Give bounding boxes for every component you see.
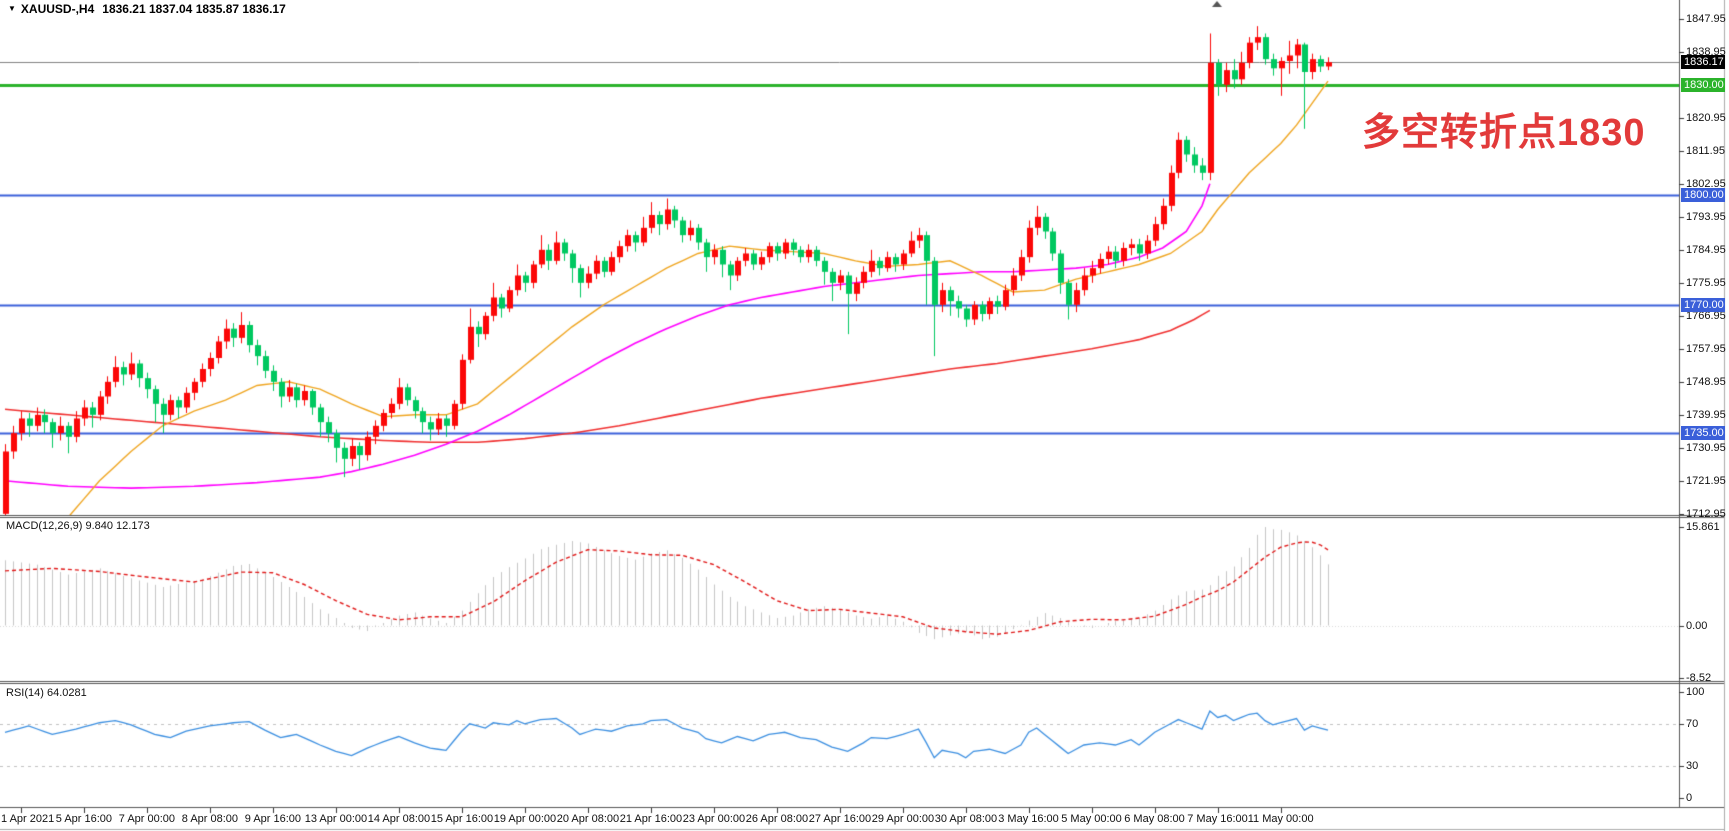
price-axis-tick-label: 1775.95 <box>1686 277 1726 289</box>
time-axis-tick-label: 11 May 00:00 <box>1247 813 1314 825</box>
time-axis-tick-label: 26 Apr 08:00 <box>745 813 809 825</box>
rsi-axis-tick-label: 0 <box>1686 792 1693 804</box>
time-axis-tick-label: 5 Apr 16:00 <box>55 813 113 825</box>
rsi-axis-tick-label: 70 <box>1686 717 1699 730</box>
price-axis-tick-label: 1820.95 <box>1686 112 1726 124</box>
time-axis-tick-label: 5 May 00:00 <box>1061 813 1122 825</box>
macd-axis-tick-label: -8.52 <box>1686 672 1712 685</box>
time-axis-tick-label: 27 Apr 16:00 <box>808 813 872 825</box>
chart-title: ▼ XAUUSD-,H4 1836.21 1837.04 1835.87 1836.… <box>8 2 286 16</box>
time-axis-tick-label: 7 Apr 00:00 <box>118 813 176 825</box>
price-axis-tick-label: 1766.95 <box>1686 310 1726 322</box>
price-axis-tick-label: 1757.95 <box>1686 343 1726 355</box>
time-axis-tick-label: 7 May 16:00 <box>1187 813 1248 825</box>
price-axis-tick-label: 1793.95 <box>1686 211 1726 223</box>
price-axis-tick-label: 1784.95 <box>1686 244 1726 256</box>
price-axis-tick-label: 1802.95 <box>1686 178 1726 190</box>
price-level-box: 1830.00 <box>1681 77 1725 92</box>
rsi-axis-tick-label: 100 <box>1686 686 1705 698</box>
time-axis-tick-label: 20 Apr 08:00 <box>556 813 620 825</box>
ohlc-values: 1836.21 1837.04 1835.87 1836.17 <box>102 2 286 16</box>
time-axis-tick-label: 9 Apr 16:00 <box>244 813 302 825</box>
symbol-timeframe-label: XAUUSD-,H4 <box>20 2 95 16</box>
price-axis-tick-label: 1739.95 <box>1686 409 1726 421</box>
price-level-box: 1770.00 <box>1681 297 1725 312</box>
time-axis-tick-label: 19 Apr 00:00 <box>493 813 557 825</box>
price-level-box: 1836.17 <box>1681 55 1725 70</box>
price-axis-tick-label: 1838.95 <box>1686 46 1726 58</box>
macd-indicator-label: MACD(12,26,9) 9.840 12.173 <box>6 520 150 532</box>
time-axis-tick-label: 29 Apr 00:00 <box>871 813 935 825</box>
price-axis-tick-label: 1748.95 <box>1686 376 1726 388</box>
rsi-indicator-label: RSI(14) 64.0281 <box>6 687 87 699</box>
time-axis-tick-label: 6 May 08:00 <box>1124 813 1185 825</box>
price-axis-tick-label: 1730.95 <box>1686 442 1726 454</box>
macd-axis-tick-label: 15.861 <box>1686 521 1720 533</box>
rsi-axis-tick-label: 30 <box>1686 760 1699 773</box>
chart-dropdown-icon[interactable]: ▼ <box>8 4 16 13</box>
time-axis-tick-label: 21 Apr 16:00 <box>619 813 683 825</box>
price-axis-tick-label: 1847.95 <box>1686 13 1726 25</box>
time-axis-tick-label: 23 Apr 00:00 <box>682 813 746 825</box>
time-axis-tick-label: 30 Apr 08:00 <box>934 813 998 825</box>
macd-axis-tick-label: 0.00 <box>1686 619 1708 632</box>
time-axis-tick-label: 13 Apr 00:00 <box>304 813 368 825</box>
price-axis-tick-label: 1712.95 <box>1686 508 1726 520</box>
time-axis-tick-label: 3 May 16:00 <box>998 813 1059 825</box>
time-axis-tick-label: 14 Apr 08:00 <box>367 813 431 825</box>
time-axis-tick-label: 1 Apr 2021 <box>1 813 55 825</box>
price-axis-tick-label: 1811.95 <box>1686 145 1725 157</box>
price-axis-tick-label: 1721.95 <box>1686 475 1726 487</box>
price-level-box: 1735.00 <box>1681 426 1725 441</box>
bull-bear-turning-point-annotation: 多空转折点1830 <box>1362 112 1646 154</box>
price-level-box: 1800.00 <box>1681 187 1725 202</box>
time-axis-tick-label: 8 Apr 08:00 <box>181 813 239 825</box>
time-axis-tick-label: 15 Apr 16:00 <box>430 813 494 825</box>
